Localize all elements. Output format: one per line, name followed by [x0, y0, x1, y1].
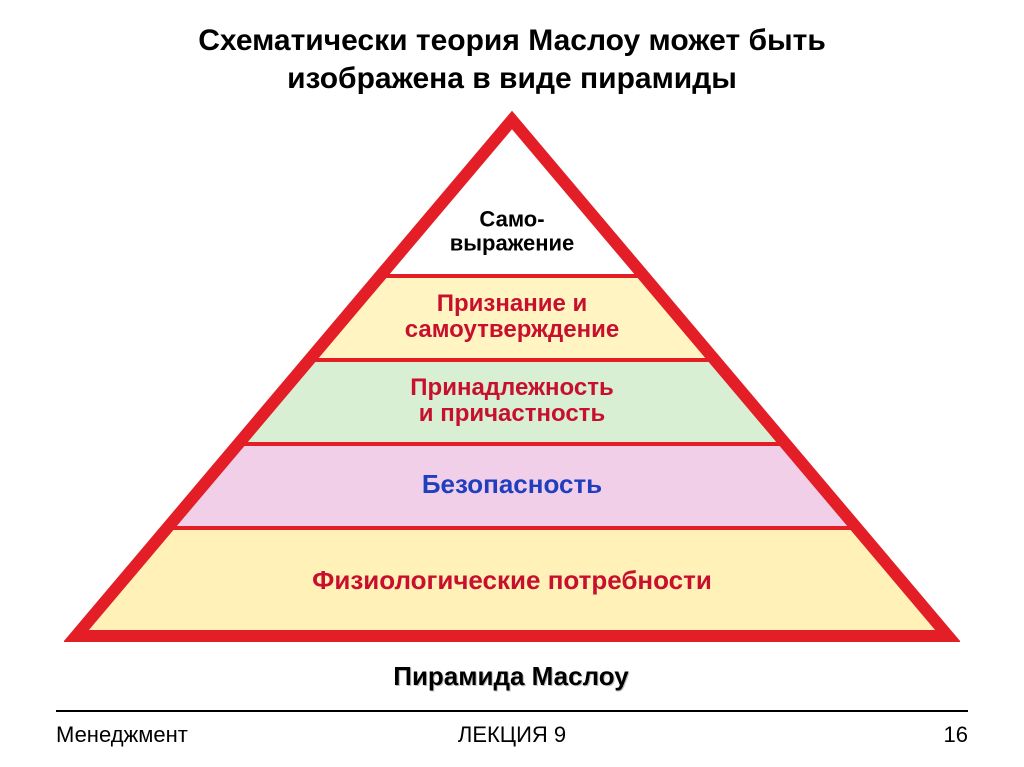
- pyramid-level-label-4: Физиологические потребности: [312, 565, 712, 595]
- footer-center: ЛЕКЦИЯ 9: [56, 722, 968, 748]
- pyramid-level-label-1: Признание исамоутверждение: [405, 290, 620, 343]
- slide-title: Схематически теория Маслоу может быть из…: [0, 22, 1024, 97]
- footer-divider: [56, 710, 968, 712]
- pyramid-level-label-2: Принадлежностьи причастность: [410, 374, 613, 427]
- pyramid-diagram: Само-выражениеПризнание исамоутверждение…: [64, 108, 960, 648]
- footer-page-number: 16: [944, 722, 968, 748]
- pyramid-level-label-3: Безопасность: [422, 469, 602, 499]
